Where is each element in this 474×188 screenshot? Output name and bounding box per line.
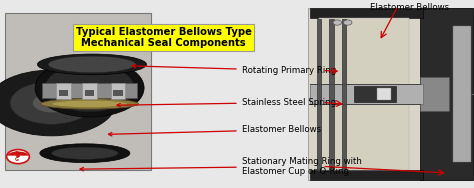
Ellipse shape: [10, 82, 93, 124]
Ellipse shape: [344, 20, 352, 25]
Text: G: G: [15, 157, 18, 162]
Bar: [113, 90, 123, 96]
Bar: [42, 83, 137, 98]
Bar: [82, 83, 97, 99]
Wedge shape: [8, 152, 28, 156]
Ellipse shape: [333, 20, 342, 25]
Text: Elastomer Bellows: Elastomer Bellows: [371, 3, 449, 12]
Ellipse shape: [48, 56, 136, 73]
Text: Stainless Steel Spring: Stainless Steel Spring: [117, 98, 336, 107]
Ellipse shape: [37, 54, 146, 75]
Bar: [310, 170, 423, 180]
Bar: [453, 26, 472, 162]
Bar: [420, 77, 449, 111]
Text: Elastomer Bellows: Elastomer Bellows: [109, 125, 321, 136]
Text: Stationary Mating Ring with
Elastomer Cup or O-Ring.: Stationary Mating Ring with Elastomer Cu…: [80, 157, 362, 176]
Ellipse shape: [40, 99, 138, 109]
Bar: [310, 8, 423, 18]
Bar: [420, 8, 473, 180]
Ellipse shape: [7, 150, 29, 164]
Bar: [5, 13, 151, 170]
Bar: [354, 86, 395, 102]
Text: B: B: [15, 151, 18, 156]
Bar: [319, 18, 410, 170]
Ellipse shape: [45, 64, 134, 112]
Bar: [342, 19, 346, 169]
Text: Rotating Primary Ring: Rotating Primary Ring: [132, 64, 336, 75]
Ellipse shape: [52, 147, 118, 159]
Ellipse shape: [51, 100, 128, 108]
Ellipse shape: [32, 93, 71, 113]
Text: Typical Elastomer Bellows Type
Mechanical Seal Components: Typical Elastomer Bellows Type Mechanica…: [75, 27, 252, 48]
Bar: [85, 90, 94, 96]
Bar: [317, 19, 321, 169]
Ellipse shape: [40, 144, 130, 163]
Bar: [56, 83, 71, 99]
Ellipse shape: [16, 155, 20, 157]
Bar: [308, 8, 473, 180]
Bar: [310, 84, 423, 104]
Bar: [59, 90, 68, 96]
Ellipse shape: [35, 59, 144, 117]
Bar: [111, 83, 125, 99]
Bar: [329, 19, 334, 169]
Bar: [377, 88, 392, 100]
Ellipse shape: [0, 70, 116, 136]
